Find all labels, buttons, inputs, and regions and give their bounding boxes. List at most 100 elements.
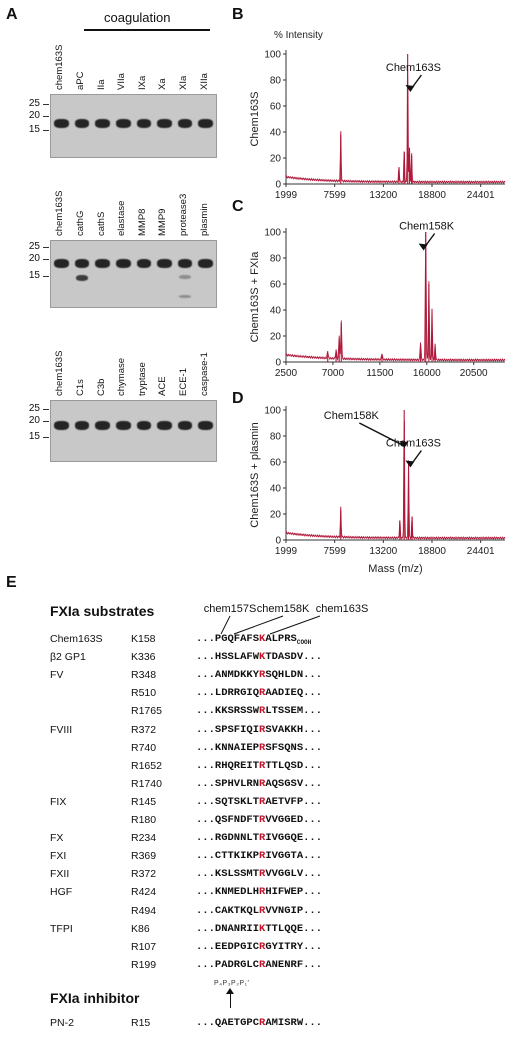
gel-band: [54, 421, 69, 430]
seq-cleavage-residue: R: [259, 850, 266, 863]
seq-pre: ...SQTSKLT: [196, 795, 260, 808]
x-tick-label: 13200: [369, 546, 397, 557]
seq-post: TTLQSD...: [265, 759, 323, 772]
mw-marker-tick: [43, 104, 49, 105]
gel-band: [115, 421, 131, 430]
protein-name: TFPI: [50, 922, 73, 935]
seq-post: ANENRF...: [265, 958, 323, 971]
cleavage-site: K336: [131, 651, 156, 664]
seq-cleavage-residue: K: [259, 922, 266, 935]
peptide-sequence: ...KKSRSSWRLTSSEM...: [196, 705, 322, 717]
seq-pre: ...KNMEDLH: [196, 886, 260, 899]
gel-band-fragment: [75, 275, 89, 281]
gel-band: [177, 119, 193, 128]
mw-marker-tick: [43, 259, 49, 260]
seq-post: VVNGIP...: [265, 904, 323, 917]
seq-cleavage-residue: R: [259, 940, 266, 953]
y-tick-label: 0: [275, 536, 281, 547]
seq-pre: ...QSFNDFT: [196, 814, 260, 826]
mw-marker-tick: [43, 130, 49, 131]
protein-name: Chem163S: [50, 633, 103, 645]
seq-terminus: COOH: [296, 639, 312, 647]
site-pointer-line: [233, 615, 284, 635]
gel-band: [177, 421, 193, 430]
seq-post: LTSSEM...: [265, 705, 323, 718]
cleavage-site: R1740: [131, 777, 162, 790]
y-tick-label: 20: [270, 154, 282, 165]
gel-band: [54, 259, 69, 268]
panel-c-letter: C: [232, 198, 244, 215]
cleavage-site: K158: [131, 633, 156, 645]
peptide-sequence: ...LDRRGIQRAADIEQ...: [196, 687, 322, 699]
y-axis-label: Chem163S: [249, 91, 261, 146]
cleavage-site: R424: [131, 886, 157, 899]
seq-pre: ...KKSRSSW: [196, 705, 260, 718]
spectrum-line: [285, 231, 506, 363]
gel1-image: [50, 94, 217, 158]
mw-marker-tick: [43, 409, 49, 410]
y-axis-label: Chem163S + plasmin: [249, 422, 261, 527]
mw-marker-tick: [43, 247, 49, 248]
mw-marker-label: 15: [28, 431, 40, 442]
site-label: chem157S: [204, 603, 257, 615]
coagulation-bracket: [84, 29, 210, 31]
seq-post: VVGGLV...: [265, 868, 323, 881]
seq-cleavage-residue: R: [259, 814, 266, 826]
gel-band: [95, 259, 110, 268]
mw-marker-label: 20: [28, 110, 40, 121]
seq-cleavage-residue: R: [259, 687, 266, 700]
x-tick-label: 11500: [366, 368, 394, 379]
y-tick-label: 60: [270, 280, 282, 291]
x-tick-label: 20500: [460, 368, 488, 379]
gel-band: [157, 421, 172, 430]
seq-post: AMISRW...: [265, 1017, 323, 1029]
seq-cleavage-residue: R: [259, 741, 266, 754]
peptide-sequence: ...SQTSKLTRAETVFP...: [196, 796, 322, 808]
seq-post: AADIEQ...: [265, 687, 323, 700]
gel2-image: [50, 240, 217, 308]
gel-band-fragment: [178, 295, 192, 298]
panel-d-letter: D: [232, 390, 244, 407]
cleavage-site: R494: [131, 904, 157, 917]
mw-marker-tick: [43, 437, 49, 438]
seq-post: SFSQNS...: [265, 741, 323, 754]
gel-band: [157, 259, 172, 268]
seq-pre: ...QAETGPC: [196, 1017, 260, 1029]
x-tick-label: 24401: [467, 190, 495, 201]
panel-b-letter: B: [232, 6, 244, 23]
mw-marker-label: 15: [28, 270, 40, 281]
seq-cleavage-residue: R: [259, 886, 266, 899]
peptide-sequence: ...SPSFIQIRSVAKKH...: [196, 724, 322, 736]
peak-annotation: Chem163S: [386, 438, 441, 450]
seq-post: IVGGTA...: [265, 850, 323, 863]
gel-band: [198, 421, 213, 430]
y-tick-label: 100: [264, 228, 281, 239]
y-tick-label: 0: [275, 358, 281, 369]
position-label: P₄P₃P₂P₁′: [214, 980, 250, 987]
gel-band: [74, 119, 90, 128]
seq-pre: ...LDRRGIQ: [196, 687, 260, 700]
cleavage-site: R348: [131, 669, 157, 682]
seq-post: AETVFP...: [265, 795, 323, 808]
y-tick-label: 60: [270, 102, 282, 113]
inhibitor-protein: PN-2: [50, 1017, 74, 1029]
seq-pre: ...RHQREIT: [196, 759, 260, 772]
coagulation-group-label: coagulation: [104, 10, 171, 25]
gel-band: [95, 421, 110, 430]
annotation-arrow: [359, 422, 405, 447]
peptide-sequence: ...KNNAIEPRSFSQNS...: [196, 742, 322, 754]
mw-marker-tick: [43, 276, 49, 277]
inhibitor-header: FXIa inhibitor: [50, 990, 140, 1006]
peak-annotation: Chem158K: [399, 221, 455, 233]
gel-band: [198, 259, 213, 268]
seq-pre: ...CTTKIKP: [196, 850, 260, 863]
x-tick-label: 13200: [369, 190, 397, 201]
protein-name: HGF: [50, 886, 73, 899]
cleavage-site: R369: [131, 850, 157, 863]
peptide-sequence: ...CAKTKQLRVVNGIP...: [196, 905, 322, 917]
protein-name: FXII: [50, 868, 70, 881]
arrow-head-icon: [405, 85, 415, 92]
seq-post: SVAKKH...: [265, 723, 323, 736]
cleavage-site: R107: [131, 940, 157, 953]
seq-cleavage-residue: R: [259, 832, 266, 845]
